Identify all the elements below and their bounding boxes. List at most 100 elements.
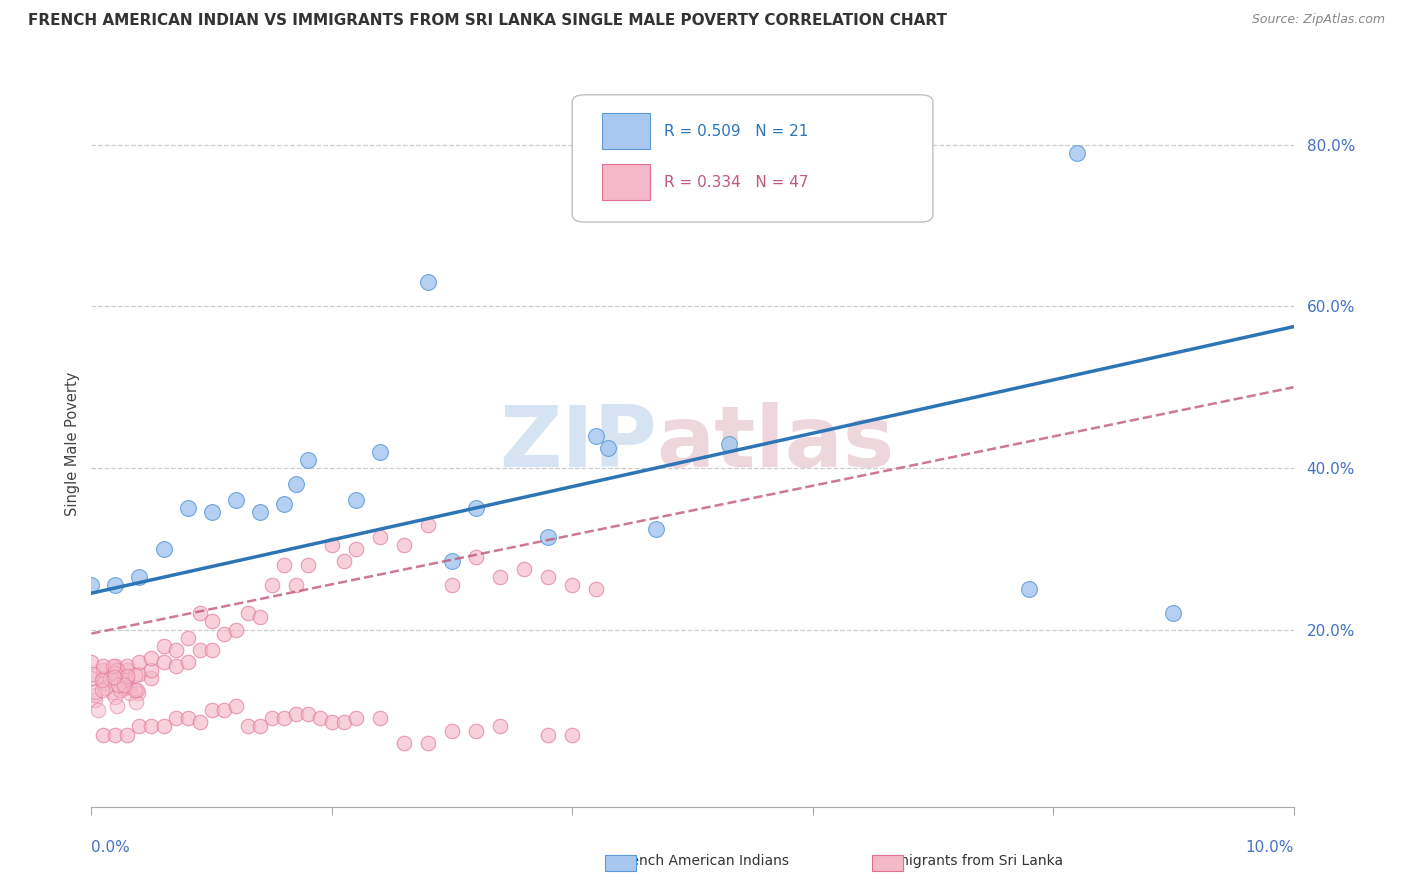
Point: [93, 659, 115, 673]
Point: [249, 610, 271, 624]
Point: [1161, 607, 1184, 621]
Point: [103, 670, 125, 684]
Point: [273, 711, 295, 725]
Point: [368, 711, 391, 725]
Point: [128, 667, 150, 681]
Point: [321, 715, 343, 730]
Point: [93, 663, 115, 677]
Point: [513, 562, 536, 576]
Point: [561, 578, 583, 592]
Point: [115, 680, 138, 694]
Point: [93, 728, 115, 742]
Point: [152, 719, 174, 733]
Point: [141, 663, 163, 677]
Point: [128, 570, 150, 584]
Point: [105, 698, 128, 713]
Point: [717, 437, 740, 451]
Point: [489, 719, 512, 733]
Point: [416, 275, 439, 289]
Point: [225, 623, 247, 637]
Point: [392, 538, 415, 552]
Point: [104, 659, 127, 673]
Point: [308, 711, 330, 725]
Point: [225, 699, 247, 714]
Point: [165, 659, 187, 673]
Point: [91, 673, 114, 687]
Text: R = 0.509   N = 21: R = 0.509 N = 21: [664, 124, 808, 138]
Point: [537, 570, 560, 584]
Point: [101, 685, 124, 699]
Point: [176, 631, 198, 645]
Point: [344, 711, 367, 725]
Point: [124, 668, 146, 682]
Point: [344, 541, 367, 556]
Point: [297, 707, 319, 722]
Point: [284, 578, 307, 592]
FancyBboxPatch shape: [602, 164, 651, 200]
Point: [440, 554, 463, 568]
Point: [260, 578, 283, 592]
Point: [333, 715, 356, 730]
Point: [465, 723, 488, 738]
Point: [236, 607, 259, 621]
Point: [104, 667, 127, 681]
Point: [98, 672, 121, 686]
Text: ZIP: ZIP: [499, 402, 657, 485]
Point: [80, 655, 103, 669]
Point: [440, 723, 463, 738]
Point: [83, 688, 105, 702]
Point: [104, 663, 127, 677]
Text: Immigrants from Sri Lanka: Immigrants from Sri Lanka: [877, 854, 1063, 868]
Point: [165, 642, 187, 657]
Text: atlas: atlas: [657, 402, 894, 485]
Point: [176, 501, 198, 516]
Point: [83, 685, 105, 699]
Point: [107, 678, 129, 692]
FancyBboxPatch shape: [572, 95, 934, 222]
Point: [225, 493, 247, 508]
Point: [212, 703, 235, 717]
Point: [416, 736, 439, 750]
Point: [344, 493, 367, 508]
Text: Source: ZipAtlas.com: Source: ZipAtlas.com: [1251, 13, 1385, 27]
Point: [176, 711, 198, 725]
Point: [297, 453, 319, 467]
Point: [101, 659, 124, 673]
Point: [333, 554, 356, 568]
Point: [117, 659, 139, 673]
Point: [152, 655, 174, 669]
Point: [141, 671, 163, 685]
Point: [80, 578, 103, 592]
Point: [416, 517, 439, 532]
Point: [598, 441, 620, 455]
Point: [561, 728, 583, 742]
Point: [585, 582, 607, 597]
Point: [392, 736, 415, 750]
Point: [90, 683, 112, 698]
Point: [124, 683, 146, 698]
Point: [201, 642, 224, 657]
Point: [368, 530, 391, 544]
Point: [118, 686, 141, 700]
Text: FRENCH AMERICAN INDIAN VS IMMIGRANTS FROM SRI LANKA SINGLE MALE POVERTY CORRELAT: FRENCH AMERICAN INDIAN VS IMMIGRANTS FRO…: [28, 13, 948, 29]
Point: [93, 671, 115, 685]
Point: [465, 549, 488, 564]
Point: [273, 558, 295, 572]
Y-axis label: Single Male Poverty: Single Male Poverty: [65, 372, 80, 516]
Point: [201, 703, 224, 717]
Point: [94, 681, 117, 695]
Point: [93, 675, 115, 690]
Point: [104, 690, 127, 704]
Point: [118, 680, 141, 694]
Point: [104, 666, 127, 681]
Point: [212, 626, 235, 640]
Point: [125, 682, 148, 697]
Point: [82, 667, 104, 681]
Point: [87, 703, 110, 717]
Point: [125, 695, 148, 709]
Point: [112, 678, 135, 692]
Point: [188, 607, 211, 621]
Point: [1066, 146, 1088, 161]
Point: [128, 655, 150, 669]
Point: [117, 671, 139, 685]
